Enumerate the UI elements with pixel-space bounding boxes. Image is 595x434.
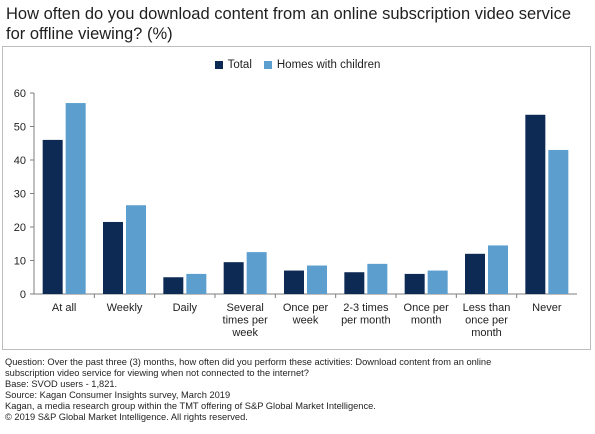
y-tick-label: 10 xyxy=(14,256,26,268)
bar-homes-with-children xyxy=(186,273,207,294)
footnote-source: Source: Kagan Consumer Insights survey, … xyxy=(5,389,231,400)
footnote-question: Question: Over the past three (3) months… xyxy=(5,357,492,378)
x-tick-label: once per xyxy=(465,315,508,327)
y-tick-label: 20 xyxy=(14,222,26,234)
legend-swatch-homes-with-children xyxy=(263,61,272,69)
x-tick-label: Once per xyxy=(404,302,450,314)
chart-footnotes: Question: Over the past three (3) months… xyxy=(5,357,590,422)
bar-total xyxy=(404,273,425,294)
x-tick-label: per month xyxy=(341,315,391,327)
x-tick-label: Once per xyxy=(283,302,329,314)
footnote-copyright: © 2019 S&P Global Market Intelligence. A… xyxy=(5,411,248,422)
chart-legend: Total Homes with children xyxy=(0,59,595,71)
legend-label-total: Total xyxy=(227,59,252,71)
legend-item-homes-with-children: Homes with children xyxy=(263,59,381,71)
bar-homes-with-children xyxy=(548,149,569,294)
x-tick-label: Less than xyxy=(463,302,511,314)
chart-frame xyxy=(2,46,591,350)
x-tick-label: At all xyxy=(52,302,76,314)
x-tick-label: Weekly xyxy=(107,302,143,314)
bar-total xyxy=(42,139,63,294)
y-tick-label: 50 xyxy=(14,122,26,134)
bar-total xyxy=(103,221,123,294)
bar-homes-with-children xyxy=(488,245,508,294)
footnote-base: Base: SVOD users - 1,821. xyxy=(5,378,118,389)
bar-homes-with-children xyxy=(307,265,327,294)
x-tick-label: 2-3 times xyxy=(343,302,389,314)
bar-homes-with-children xyxy=(126,205,146,294)
bar-total xyxy=(344,272,365,294)
bar-homes-with-children xyxy=(367,263,388,294)
x-tick-label: month xyxy=(411,315,442,327)
x-tick-label: times per xyxy=(223,315,269,327)
bar-total xyxy=(223,262,244,294)
bar-chart: 0 10 20 30 40 50 60 At all Weekly Daily Severaltim… xyxy=(14,88,577,339)
bar-total xyxy=(284,270,304,294)
x-tick-label: Never xyxy=(532,302,562,314)
legend-item-total: Total xyxy=(214,59,252,71)
footnote-publisher: Kagan, a media research group within the… xyxy=(5,400,376,411)
x-tick-label: Several xyxy=(227,302,264,314)
y-tick-label: 60 xyxy=(14,88,26,100)
x-tick-label: month xyxy=(471,327,502,339)
y-tick-label: 40 xyxy=(14,155,26,167)
bar-homes-with-children xyxy=(246,252,267,294)
x-tick-label: week xyxy=(231,327,258,339)
legend-swatch-total xyxy=(214,61,223,69)
y-tick-label: 30 xyxy=(14,189,26,201)
bar-total xyxy=(465,253,485,294)
bar-homes-with-children xyxy=(427,270,448,294)
x-tick-label: Daily xyxy=(173,302,198,314)
bar-total xyxy=(525,114,546,295)
x-tick-label: week xyxy=(292,315,319,327)
y-tick-label: 0 xyxy=(20,289,26,301)
bar-total xyxy=(163,277,184,294)
legend-label-homes-with-children: Homes with children xyxy=(276,59,381,71)
chart-title: How often do you download content from a… xyxy=(6,5,571,43)
bar-homes-with-children xyxy=(65,103,86,294)
